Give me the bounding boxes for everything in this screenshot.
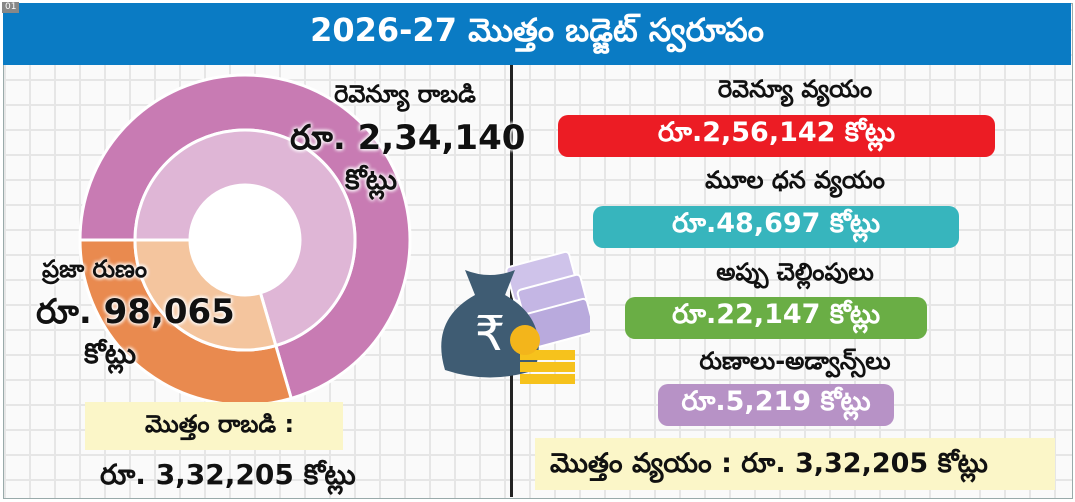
expenditure-value-pill: రూ.22,147 కోట్లు: [625, 297, 927, 339]
income-donut-chart: [78, 73, 412, 407]
revenue-income-value: రూ. 2,34,140: [290, 118, 526, 158]
total-expenditure-value: మొత్తం వ్యయం : రూ. 3,32,205 కోట్లు: [550, 448, 988, 479]
expenditure-value-pill: రూ.2,56,142 కోట్లు: [558, 115, 995, 157]
total-income-box: మొత్తం రాబడి :: [85, 402, 343, 450]
total-income-label: మొత్తం రాబడి :: [145, 410, 295, 438]
total-income-value: రూ. 3,32,205 కోట్లు: [100, 458, 356, 491]
expenditure-label: రెవెన్యూ వ్యయం: [717, 75, 873, 103]
expenditure-value-pill: రూ.48,697 కోట్లు: [593, 206, 959, 248]
public-debt-label: ప్రజా రుణం: [42, 255, 148, 283]
public-debt-value: రూ. 98,065: [36, 292, 235, 332]
expenditure-label: మూల ధన వ్యయం: [705, 166, 885, 194]
donut-slice-revenue-inner: [133, 128, 357, 348]
donut-hole: [190, 185, 300, 295]
money-bag-icon: ₹: [441, 250, 590, 384]
svg-text:₹: ₹: [475, 306, 506, 362]
revenue-income-label: రెవెన్యూ రాబడి: [334, 80, 476, 108]
corner-tag: 01: [2, 2, 20, 13]
page-title: 2026-27 మొత్తం బడ్జెట్ స్వరూపం: [3, 3, 1071, 65]
total-expenditure-box: మొత్తం వ్యయం : రూ. 3,32,205 కోట్లు: [535, 438, 1055, 490]
public-debt-unit: కోట్లు: [84, 337, 137, 370]
expenditure-value-pill: రూ.5,219 కోట్లు: [658, 384, 894, 426]
expenditure-label: అప్పు చెల్లింపులు: [716, 258, 874, 286]
expenditure-label: రుణాలు-అడ్వాన్స్‌లు: [699, 347, 891, 375]
revenue-income-unit: కోట్లు: [345, 163, 398, 196]
